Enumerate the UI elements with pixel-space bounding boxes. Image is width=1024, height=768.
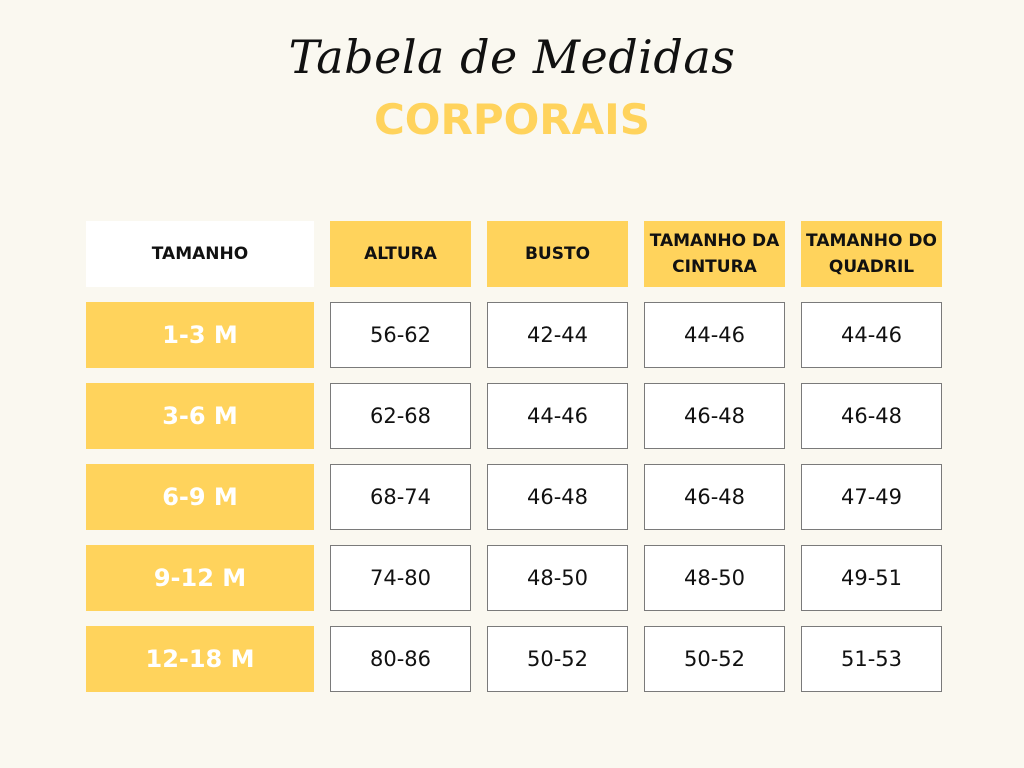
cintura-value: 44-46 — [644, 302, 785, 368]
busto-value: 46-48 — [487, 464, 628, 530]
altura-value: 62-68 — [330, 383, 471, 449]
cintura-value: 46-48 — [644, 383, 785, 449]
measurements-table: TAMANHO ALTURA BUSTO TAMANHO DA CINTURA … — [86, 221, 942, 692]
quadril-value: 46-48 — [801, 383, 942, 449]
size-label: 1-3 M — [86, 302, 314, 368]
busto-value: 48-50 — [487, 545, 628, 611]
cintura-value: 46-48 — [644, 464, 785, 530]
cintura-value: 48-50 — [644, 545, 785, 611]
size-label: 12-18 M — [86, 626, 314, 692]
cintura-value: 50-52 — [644, 626, 785, 692]
altura-value: 68-74 — [330, 464, 471, 530]
quadril-value: 49-51 — [801, 545, 942, 611]
size-label: 6-9 M — [86, 464, 314, 530]
altura-value: 80-86 — [330, 626, 471, 692]
quadril-value: 51-53 — [801, 626, 942, 692]
column-header-busto: BUSTO — [487, 221, 628, 287]
size-label: 9-12 M — [86, 545, 314, 611]
page-title: Tabela de Medidas — [288, 30, 736, 84]
quadril-value: 44-46 — [801, 302, 942, 368]
busto-value: 44-46 — [487, 383, 628, 449]
column-header-quadril: TAMANHO DO QUADRIL — [801, 221, 942, 287]
busto-value: 50-52 — [487, 626, 628, 692]
busto-value: 42-44 — [487, 302, 628, 368]
page-subtitle: CORPORAIS — [373, 95, 651, 144]
column-header-altura: ALTURA — [330, 221, 471, 287]
column-header-tamanho: TAMANHO — [86, 221, 314, 287]
altura-value: 74-80 — [330, 545, 471, 611]
size-label: 3-6 M — [86, 383, 314, 449]
quadril-value: 47-49 — [801, 464, 942, 530]
altura-value: 56-62 — [330, 302, 471, 368]
column-header-cintura: TAMANHO DA CINTURA — [644, 221, 785, 287]
